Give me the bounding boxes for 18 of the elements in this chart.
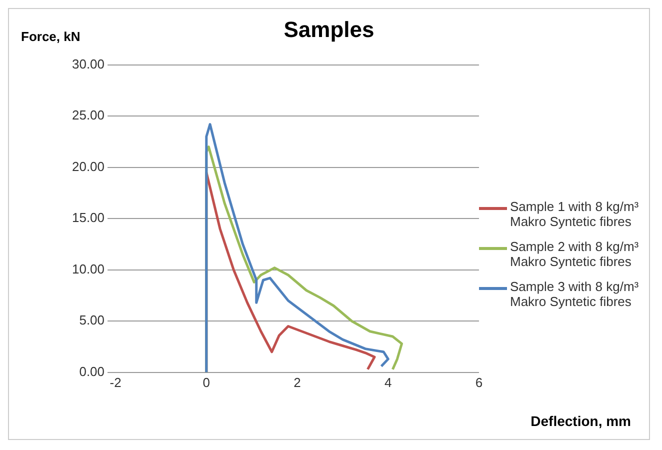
y-tick-label: 20.00	[72, 158, 105, 174]
x-tick-label: 6	[475, 374, 483, 390]
x-tick-label: 2	[294, 374, 301, 390]
y-tick-label: 15.00	[72, 210, 105, 226]
x-axis-title: Deflection, mm	[530, 413, 631, 429]
x-tick-label: -2	[110, 374, 122, 390]
y-tick-label: 30.00	[72, 56, 105, 72]
y-tick-label: 0.00	[79, 364, 105, 379]
legend-label: Sample 2 with 8 kg/m³ Makro Syntetic fibres	[510, 239, 640, 269]
y-tick-label: 25.00	[72, 108, 105, 123]
y-axis-title: Force, kN	[21, 29, 80, 44]
x-tick-label: 4	[384, 374, 392, 390]
y-tick-label: 5.00	[79, 312, 105, 328]
x-tick-label: 0	[202, 374, 210, 390]
y-tick-label: 10.00	[72, 261, 105, 276]
legend-label: Sample 1 with 8 kg/m³ Makro Syntetic fibres	[510, 199, 640, 229]
chart-title: Samples	[284, 17, 374, 42]
legend-label: Sample 3 with 8 kg/m³ Makro Syntetic fibres	[510, 279, 640, 309]
